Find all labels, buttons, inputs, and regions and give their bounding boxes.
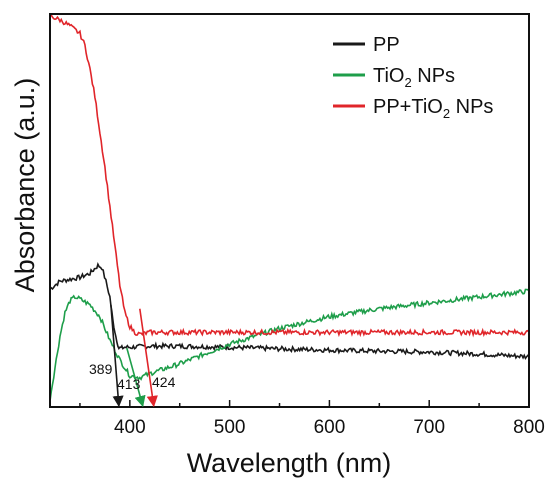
legend-label-0: PP xyxy=(373,34,400,56)
annotation-label-413: 413 xyxy=(117,376,141,392)
axes: 400 500 600 700 800 xyxy=(49,13,545,438)
x-tick-label-700: 700 xyxy=(413,417,445,438)
annotation-arrow-413 xyxy=(126,347,146,408)
x-tick-label-800: 800 xyxy=(513,417,545,438)
annotation-label-424: 424 xyxy=(152,374,176,390)
plot-area xyxy=(49,13,530,402)
legend-label-2: PP+TiO2 NPs xyxy=(373,96,493,121)
legend: PP TiO2 NPs PP+TiO2 NPs xyxy=(333,34,493,121)
x-axis-label: Wavelength (nm) xyxy=(187,448,392,478)
series-line-1 xyxy=(49,288,530,402)
plot-frame xyxy=(49,13,530,408)
series-line-2 xyxy=(49,13,530,338)
annotation-label-389: 389 xyxy=(89,361,113,377)
legend-label-1: TiO2 NPs xyxy=(373,65,455,90)
series-line-0 xyxy=(49,262,530,361)
x-tick-label-600: 600 xyxy=(314,417,346,438)
x-tick-label-400: 400 xyxy=(114,417,146,438)
annotation-arrow-389 xyxy=(110,304,124,408)
annotation-arrow-424 xyxy=(139,308,158,408)
y-axis-label: Absorbance (a.u.) xyxy=(10,78,40,293)
x-tick-label-500: 500 xyxy=(214,417,246,438)
